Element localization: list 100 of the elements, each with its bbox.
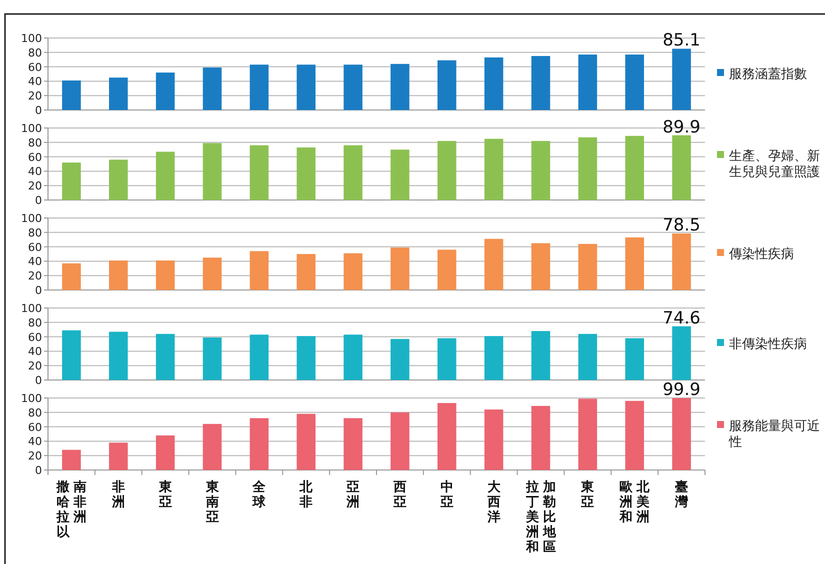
bar	[438, 250, 456, 290]
y-tick-label: 20	[28, 180, 42, 193]
legend-label: 生產、孕婦、新生兒與兒童照護	[729, 149, 820, 180]
category-label: 拉丁美洲和加勒比地區	[526, 480, 556, 555]
x-tick-label: 中亞	[440, 480, 454, 510]
x-tick-label: 東亞	[580, 480, 595, 510]
bar	[156, 334, 175, 380]
y-tick-label: 60	[28, 60, 42, 74]
bar	[296, 414, 316, 470]
bar	[484, 336, 504, 380]
bar	[250, 251, 269, 290]
x-tick-label: 西亞	[392, 480, 407, 510]
bar	[672, 48, 691, 110]
bar	[296, 336, 316, 380]
y-tick-label: 60	[28, 150, 42, 164]
bar	[344, 64, 362, 110]
bar	[625, 136, 644, 200]
x-tick-label: 歐洲和北美洲	[619, 480, 650, 525]
bar	[202, 258, 222, 290]
x-tick-label: 北非	[299, 480, 314, 510]
bar	[62, 162, 81, 200]
y-tick-label: 20	[28, 270, 42, 283]
bar	[250, 145, 269, 200]
x-tick-label: 大西洋	[486, 480, 501, 525]
y-tick-label: 100	[21, 392, 42, 405]
bar	[250, 334, 269, 380]
data-label: 99.9	[662, 380, 700, 400]
y-tick-label: 0	[35, 104, 42, 117]
y-tick-label: 0	[35, 464, 42, 477]
bar	[438, 140, 456, 200]
data-label: 85.1	[662, 30, 700, 51]
y-tick-label: 100	[21, 122, 42, 135]
bar	[578, 334, 598, 380]
bar	[438, 338, 456, 380]
y-tick-label: 60	[28, 420, 42, 434]
bar	[578, 54, 598, 110]
bar	[578, 137, 598, 200]
bar	[296, 64, 316, 110]
bar	[109, 260, 128, 290]
y-tick-label: 80	[28, 226, 42, 240]
y-tick-label: 20	[28, 90, 42, 103]
x-tick-label: 臺灣	[674, 480, 689, 510]
bar	[250, 64, 269, 110]
bar	[296, 147, 316, 200]
bar	[390, 248, 410, 290]
y-tick-label: 60	[28, 240, 42, 254]
bar	[390, 150, 410, 200]
bar	[531, 243, 550, 290]
y-tick-label: 0	[35, 284, 42, 297]
bar	[202, 68, 222, 110]
y-tick-label: 100	[21, 212, 42, 225]
y-tick-label: 80	[28, 316, 42, 330]
y-tick-label: 0	[35, 374, 42, 387]
bar	[438, 60, 456, 110]
bar	[344, 334, 362, 380]
x-tick-label: 亞洲	[346, 480, 360, 510]
bar	[672, 398, 691, 470]
bar	[672, 135, 691, 200]
bar	[109, 78, 128, 110]
bar	[202, 338, 222, 380]
bar	[390, 64, 410, 110]
bar	[390, 338, 410, 380]
bar	[202, 143, 222, 200]
bar	[344, 418, 362, 470]
data-label: 74.6	[662, 308, 700, 328]
bar	[390, 412, 410, 470]
bar	[344, 253, 362, 290]
y-tick-label: 40	[28, 165, 42, 178]
bar	[62, 80, 81, 110]
y-tick-label: 100	[21, 32, 42, 45]
bar	[109, 332, 128, 380]
bar	[484, 238, 504, 290]
bar	[531, 406, 550, 470]
y-tick-label: 40	[28, 75, 42, 88]
bar	[484, 138, 504, 200]
bar	[438, 403, 456, 470]
y-tick-label: 100	[21, 302, 42, 315]
bar	[62, 263, 81, 290]
data-label: 78.5	[662, 215, 700, 236]
bar	[484, 410, 504, 470]
bar	[578, 244, 598, 290]
bar	[531, 331, 550, 380]
y-tick-label: 40	[28, 255, 42, 268]
y-tick-label: 80	[28, 46, 42, 60]
bar	[578, 398, 598, 470]
legend-label: 服務涵蓋指數	[729, 67, 807, 82]
bar	[62, 450, 81, 470]
bar	[625, 400, 644, 470]
bar	[625, 237, 644, 290]
bar	[156, 435, 175, 470]
y-tick-label: 80	[28, 406, 42, 420]
bar	[156, 152, 175, 200]
y-tick-label: 80	[28, 136, 42, 150]
bar	[484, 57, 504, 110]
y-tick-label: 20	[28, 450, 42, 463]
bar	[62, 330, 81, 380]
bar	[202, 424, 222, 470]
bar	[672, 233, 691, 290]
data-label: 89.9	[662, 117, 700, 138]
bar	[296, 254, 316, 290]
